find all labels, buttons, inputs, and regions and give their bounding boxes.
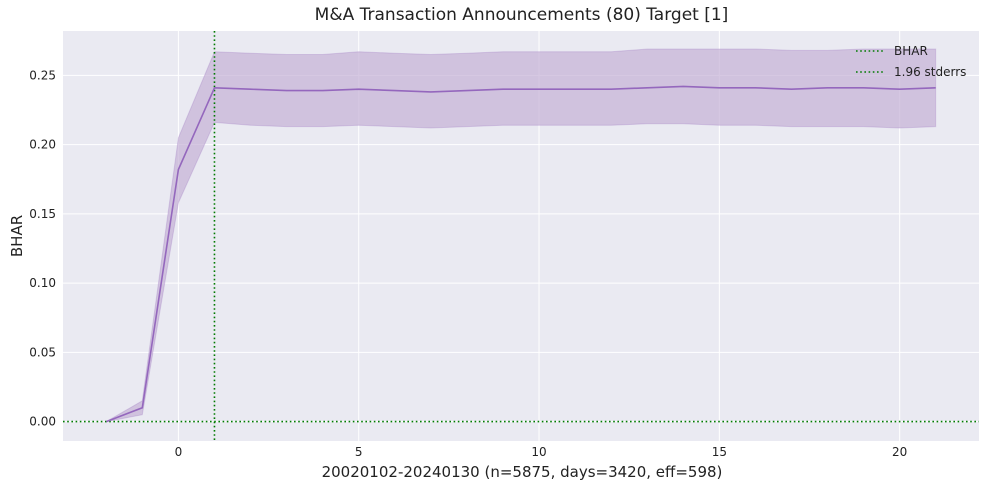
y-axis-label: BHAR bbox=[8, 215, 26, 257]
x-tick-label: 0 bbox=[175, 445, 183, 459]
legend-label: 1.96 stderrs bbox=[894, 65, 966, 79]
chart-title: M&A Transaction Announcements (80) Targe… bbox=[314, 5, 729, 25]
y-tick-label: 0.00 bbox=[29, 415, 56, 429]
y-tick-label: 0.10 bbox=[29, 276, 56, 290]
y-tick-label: 0.15 bbox=[29, 207, 56, 221]
x-tick-label: 15 bbox=[712, 445, 727, 459]
x-tick-labels: 0 5 10 15 20 bbox=[175, 445, 908, 459]
bhar-line bbox=[106, 85, 936, 423]
y-tick-label: 0.20 bbox=[29, 138, 56, 152]
y-tick-label: 0.25 bbox=[29, 68, 56, 82]
legend-label: BHAR bbox=[894, 44, 928, 58]
x-tick-label: 20 bbox=[892, 445, 907, 459]
x-axis-label: 20020102-20240130 (n=5875, days=3420, ef… bbox=[322, 463, 723, 481]
y-tick-labels: 0.00 0.05 0.10 0.15 0.20 0.25 bbox=[29, 68, 56, 428]
legend: BHAR 1.96 stderrs bbox=[856, 44, 966, 79]
series-lines bbox=[106, 85, 936, 423]
y-tick-label: 0.05 bbox=[29, 345, 56, 359]
reference-lines bbox=[63, 31, 979, 441]
x-tick-label: 10 bbox=[531, 445, 546, 459]
x-tick-label: 5 bbox=[355, 445, 363, 459]
